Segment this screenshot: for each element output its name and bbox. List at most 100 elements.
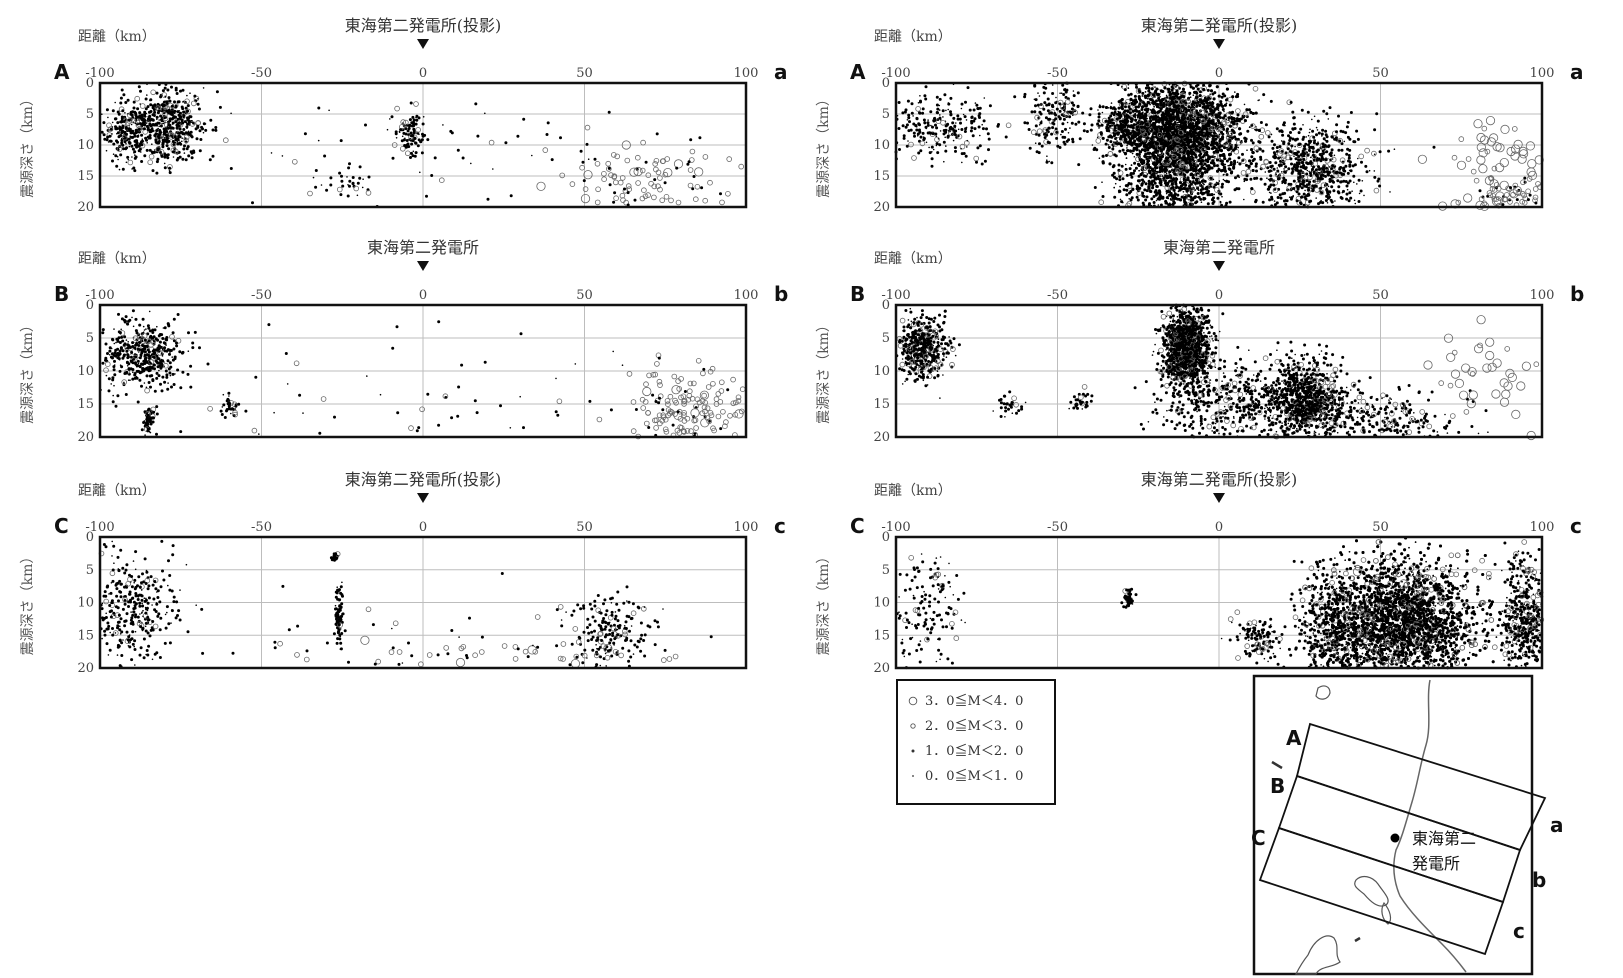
hypocenter-point bbox=[132, 106, 136, 110]
hypocenter-point bbox=[173, 357, 177, 361]
hypocenter-point bbox=[131, 368, 135, 371]
hypocenter-point bbox=[145, 122, 148, 124]
hypocenter-point bbox=[121, 607, 125, 611]
hypocenter-point bbox=[367, 175, 371, 179]
x-tick-label: 50 bbox=[576, 520, 593, 535]
hypocenter-point bbox=[659, 197, 665, 204]
hypocenter-point bbox=[640, 405, 646, 411]
hypocenter-point bbox=[155, 376, 159, 380]
hypocenter-point bbox=[291, 159, 298, 165]
hypocenter-point bbox=[151, 328, 155, 332]
hypocenter-point bbox=[119, 134, 123, 137]
hypocenter-point bbox=[408, 134, 414, 140]
hypocenter-point bbox=[586, 617, 590, 621]
hypocenter-point bbox=[158, 125, 160, 128]
plant-title: 東海第二発電所 bbox=[367, 238, 479, 257]
hypocenter-point bbox=[115, 139, 118, 143]
hypocenter-point bbox=[410, 654, 414, 658]
hypocenter-point bbox=[149, 422, 153, 426]
hypocenter-point bbox=[526, 655, 530, 659]
hypocenter-point bbox=[353, 185, 360, 192]
hypocenter-point bbox=[500, 572, 504, 575]
hypocenter-point bbox=[642, 639, 646, 642]
hypocenter-point bbox=[197, 107, 201, 111]
hypocenter-point bbox=[155, 651, 159, 655]
hypocenter-point bbox=[1221, 108, 1225, 111]
hypocenter-point bbox=[413, 101, 419, 107]
hypocenter-point bbox=[648, 625, 652, 629]
hypocenter-point bbox=[1216, 136, 1219, 139]
hypocenter-point bbox=[630, 610, 637, 616]
hypocenter-point bbox=[234, 408, 237, 410]
hypocenter-point bbox=[163, 162, 166, 165]
hypocenter-point bbox=[581, 160, 585, 164]
hypocenter-point bbox=[172, 347, 176, 351]
hypocenter-point bbox=[639, 167, 646, 174]
y-tick-label: 10 bbox=[77, 364, 94, 379]
hypocenter-point bbox=[149, 431, 152, 434]
hypocenter-point bbox=[617, 608, 621, 612]
hypocenter-point bbox=[162, 122, 165, 125]
hypocenter-point bbox=[174, 105, 178, 109]
hypocenter-point bbox=[112, 365, 116, 369]
hypocenter-point bbox=[554, 410, 558, 414]
hypocenter-point bbox=[727, 412, 733, 419]
hypocenter-point bbox=[140, 133, 144, 137]
hypocenter-point bbox=[222, 403, 226, 407]
hypocenter-point bbox=[627, 649, 631, 653]
hypocenter-point bbox=[133, 604, 137, 608]
hypocenter-point bbox=[555, 608, 559, 612]
hypocenter-point bbox=[118, 639, 122, 643]
y-tick-label: 0 bbox=[86, 76, 94, 91]
hypocenter-point bbox=[145, 148, 149, 152]
hypocenter-point bbox=[379, 393, 382, 396]
hypocenter-point bbox=[138, 378, 142, 382]
hypocenter-point bbox=[339, 648, 342, 650]
hypocenter-point bbox=[175, 126, 179, 130]
hypocenter-point bbox=[165, 144, 169, 148]
hypocenter-point bbox=[645, 409, 651, 416]
hypocenter-point bbox=[136, 584, 139, 588]
hypocenter-point bbox=[220, 413, 224, 416]
hypocenter-point bbox=[1126, 147, 1128, 149]
hypocenter-point bbox=[156, 348, 160, 352]
hypocenter-point bbox=[144, 97, 148, 101]
hypocenter-point bbox=[516, 134, 520, 138]
hypocenter-point bbox=[161, 92, 168, 98]
hypocenter-point bbox=[686, 388, 693, 395]
hypocenter-point bbox=[179, 112, 182, 114]
hypocenter-point bbox=[132, 610, 136, 614]
hypocenter-point bbox=[414, 122, 418, 126]
hypocenter-point bbox=[625, 585, 629, 589]
y-tick-label: 20 bbox=[77, 200, 94, 215]
hypocenter-point bbox=[1119, 185, 1121, 188]
hypocenter-point bbox=[298, 393, 302, 397]
hypocenter-point bbox=[604, 625, 608, 629]
hypocenter-point bbox=[137, 85, 141, 89]
hypocenter-point bbox=[339, 615, 343, 619]
hypocenter-point bbox=[254, 375, 258, 379]
hypocenter-point bbox=[267, 323, 271, 327]
hypocenter-point bbox=[164, 626, 168, 630]
hypocenter-point bbox=[185, 563, 188, 566]
hypocenter-point bbox=[1139, 173, 1143, 176]
hypocenter-point bbox=[395, 137, 398, 139]
hypocenter-point bbox=[134, 363, 136, 366]
hypocenter-point bbox=[183, 152, 186, 154]
hypocenter-point bbox=[196, 124, 200, 128]
hypocenter-point bbox=[157, 344, 161, 348]
hypocenter-point bbox=[122, 93, 126, 97]
hypocenter-point bbox=[120, 335, 124, 339]
hypocenter-point bbox=[1170, 127, 1174, 131]
hypocenter-point bbox=[123, 140, 127, 144]
hypocenter-point bbox=[168, 371, 172, 375]
hypocenter-point bbox=[565, 611, 567, 613]
hypocenter-point bbox=[635, 645, 639, 649]
hypocenter-point bbox=[153, 389, 157, 393]
hypocenter-point bbox=[676, 386, 682, 392]
hypocenter-point bbox=[486, 197, 490, 201]
hypocenter-point bbox=[113, 364, 116, 366]
hypocenter-point bbox=[190, 156, 194, 160]
hypocenter-point bbox=[1147, 97, 1149, 100]
hypocenter-point bbox=[151, 658, 154, 661]
